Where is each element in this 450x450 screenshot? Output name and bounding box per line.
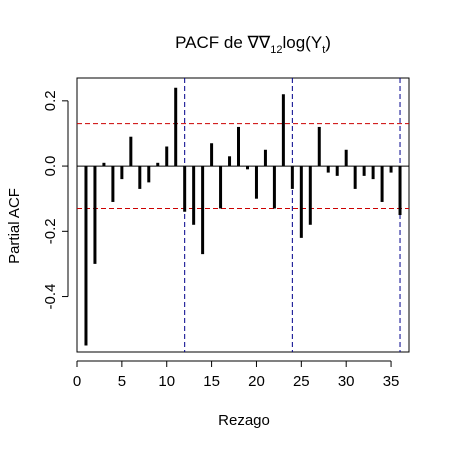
title-end: ) xyxy=(325,33,331,52)
title-main: PACF de ∇∇ xyxy=(175,33,271,52)
x-tick-label-20: 20 xyxy=(248,373,265,390)
x-tick-label-10: 10 xyxy=(158,373,175,390)
y-axis-label: Partial ACF xyxy=(6,188,23,264)
x-tick-label-0: 0 xyxy=(73,373,81,390)
chart-title: PACF de ∇∇12log(Yt) xyxy=(175,33,331,56)
plot-area: 0 5 10 15 20 25 30 35 -0.4 -0.2 0.0 0.2 xyxy=(42,78,409,390)
y-tick-label-0: -0.4 xyxy=(42,284,59,310)
x-tick-label-15: 15 xyxy=(203,373,220,390)
x-tick-label-30: 30 xyxy=(338,373,355,390)
y-tick-label-3: 0.2 xyxy=(42,90,59,111)
x-tick-label-25: 25 xyxy=(293,373,310,390)
y-tick-label-1: -0.2 xyxy=(42,218,59,244)
title-sub1: 12 xyxy=(270,44,282,56)
x-tick-label-5: 5 xyxy=(118,373,126,390)
title-mid: log(Y xyxy=(283,33,323,52)
y-tick-label-2: 0.0 xyxy=(42,156,59,177)
x-tick-label-35: 35 xyxy=(383,373,400,390)
x-axis-label: Rezago xyxy=(218,412,270,429)
plot-frame xyxy=(77,78,409,352)
